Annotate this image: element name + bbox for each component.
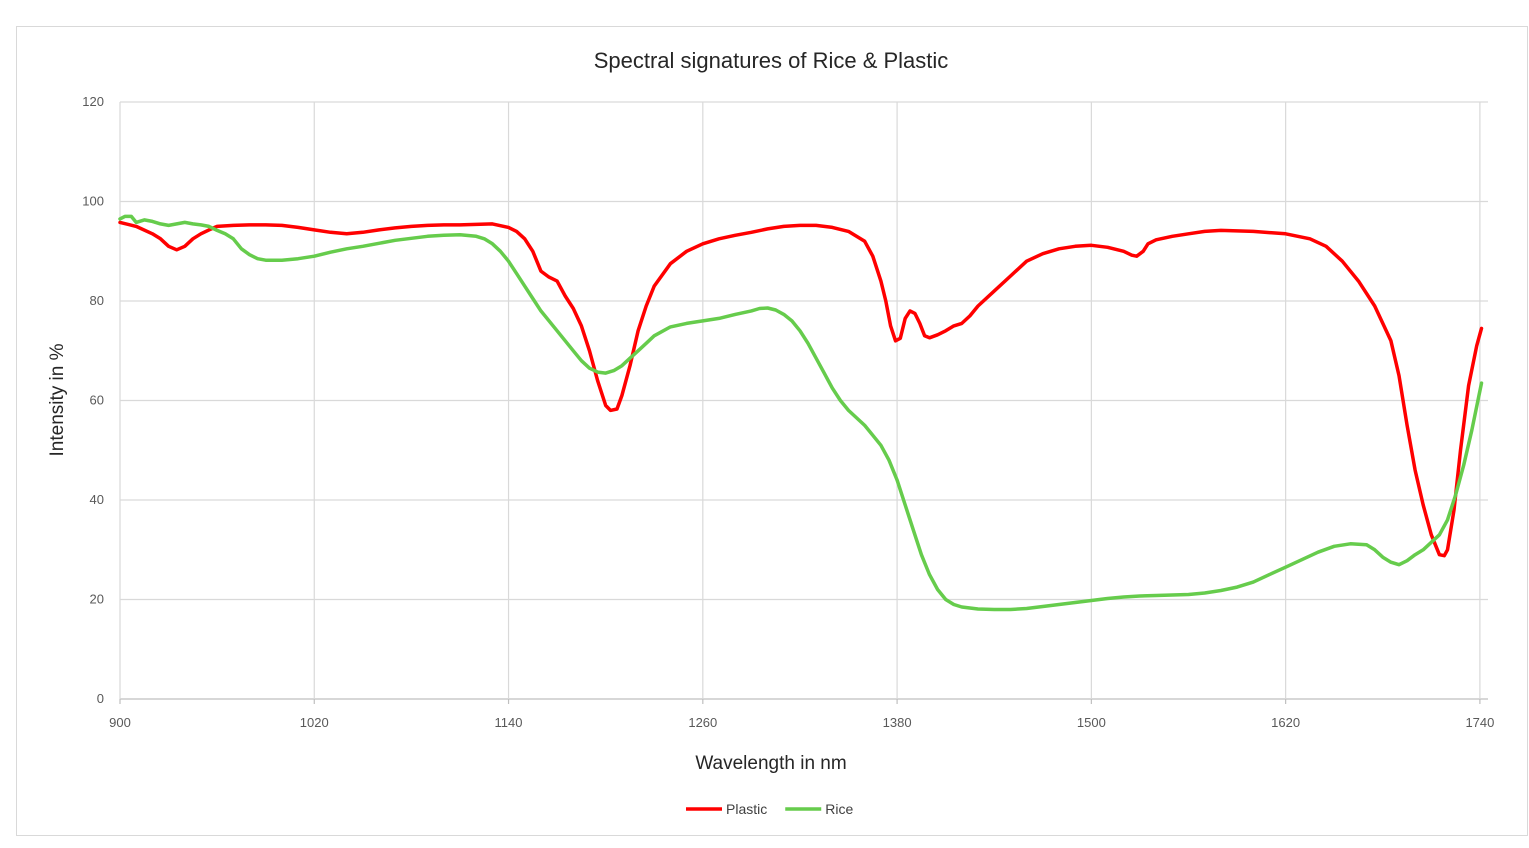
grid [119, 101, 1488, 704]
x-tick-label: 1020 [300, 715, 329, 730]
y-tick-label: 20 [90, 592, 104, 607]
y-axis-title: Intensity in % [47, 343, 68, 456]
legend-item-plastic: Plastic [686, 801, 767, 817]
y-tick-label: 40 [90, 492, 104, 507]
legend: Plastic Rice [686, 801, 853, 817]
x-axis-title: Wavelength in nm [695, 753, 846, 774]
series-line-plastic [118, 220, 1484, 558]
x-tick-label: 1140 [495, 715, 523, 730]
legend-label: Plastic [726, 801, 767, 817]
tick-labels: 0 20 40 60 80 100 120 900 1020 1140 1260 1380 1500 16… [82, 94, 1494, 730]
x-tick-label: 1740 [1465, 715, 1494, 730]
x-tick-label: 1500 [1077, 715, 1106, 730]
series-lines [118, 214, 1484, 612]
y-tick-label: 120 [82, 94, 104, 109]
x-tick-label: 1620 [1271, 715, 1300, 730]
legend-item-rice: Rice [785, 801, 853, 817]
y-tick-label: 0 [97, 691, 104, 706]
chart-title: Spectral signatures of Rice & Plastic [594, 48, 949, 73]
y-tick-label: 80 [90, 293, 104, 308]
chart-frame [16, 26, 1528, 836]
x-tick-label: 1380 [883, 715, 912, 730]
series-line-rice [118, 214, 1484, 612]
y-tick-label: 100 [82, 194, 104, 209]
x-tick-label: 1260 [688, 715, 717, 730]
x-tick-label: 900 [109, 715, 131, 730]
legend-label: Rice [825, 801, 853, 817]
y-tick-label: 60 [90, 393, 104, 408]
